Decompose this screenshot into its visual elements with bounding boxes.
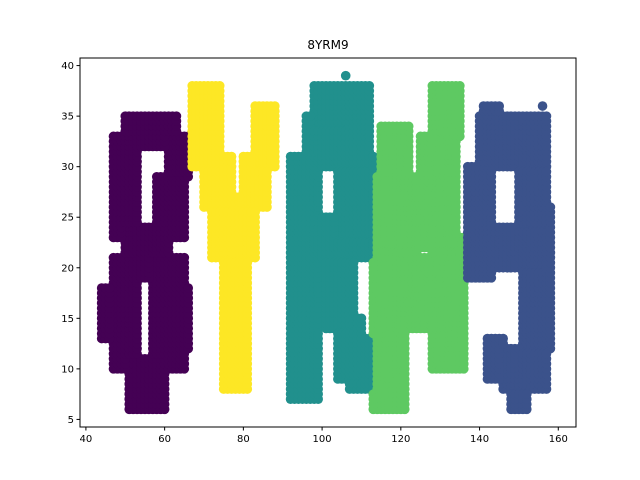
data-point: [246, 151, 257, 162]
data-point: [356, 313, 367, 324]
data-point: [364, 81, 375, 91]
data-point: [541, 166, 552, 177]
data-point: [455, 81, 465, 91]
data-point: [368, 151, 379, 162]
data-point: [214, 81, 225, 91]
y-tick-label: 5: [68, 415, 74, 426]
y-tick-label: 25: [61, 213, 74, 224]
data-point: [242, 257, 253, 268]
x-tick-label: 60: [158, 434, 171, 445]
x-axis: 40 60 80 100 120 140 160: [80, 427, 568, 445]
data-point: [104, 283, 115, 293]
data-point: [494, 101, 505, 111]
y-tick-label: 15: [61, 314, 74, 325]
data-point: [171, 111, 182, 121]
data-point: [305, 111, 316, 121]
x-tick-label: 40: [80, 434, 93, 445]
data-point: [226, 151, 237, 162]
data-point: [340, 70, 351, 81]
data-point: [262, 166, 272, 177]
y-tick-label: 20: [61, 263, 74, 274]
data-point: [541, 348, 552, 359]
y-tick-label: 10: [61, 364, 74, 375]
data-point: [348, 257, 359, 268]
data-point: [179, 252, 190, 263]
data-point: [250, 207, 260, 217]
data-point: [541, 111, 552, 121]
x-tick-label: 160: [549, 434, 568, 445]
data-point: [234, 192, 245, 202]
data-point: [403, 121, 414, 132]
x-tick-label: 80: [237, 434, 250, 445]
data-points: [96, 70, 556, 415]
data-point: [545, 202, 556, 212]
y-tick-label: 35: [61, 112, 74, 123]
y-axis: 5 10 15 20 25 30 35 40: [61, 61, 80, 426]
y-tick-label: 40: [61, 61, 74, 72]
x-tick-label: 100: [313, 434, 332, 445]
plot-frame: [79, 57, 577, 428]
data-point: [498, 333, 508, 344]
x-tick-label: 140: [470, 434, 489, 445]
y-tick-label: 30: [61, 162, 74, 173]
data-point: [521, 389, 532, 399]
data-point: [183, 283, 194, 293]
data-point: [329, 212, 339, 223]
x-tick-label: 120: [391, 434, 410, 445]
data-point: [537, 101, 548, 111]
chart-title: 8YRM9: [307, 38, 348, 52]
data-point: [270, 101, 280, 111]
